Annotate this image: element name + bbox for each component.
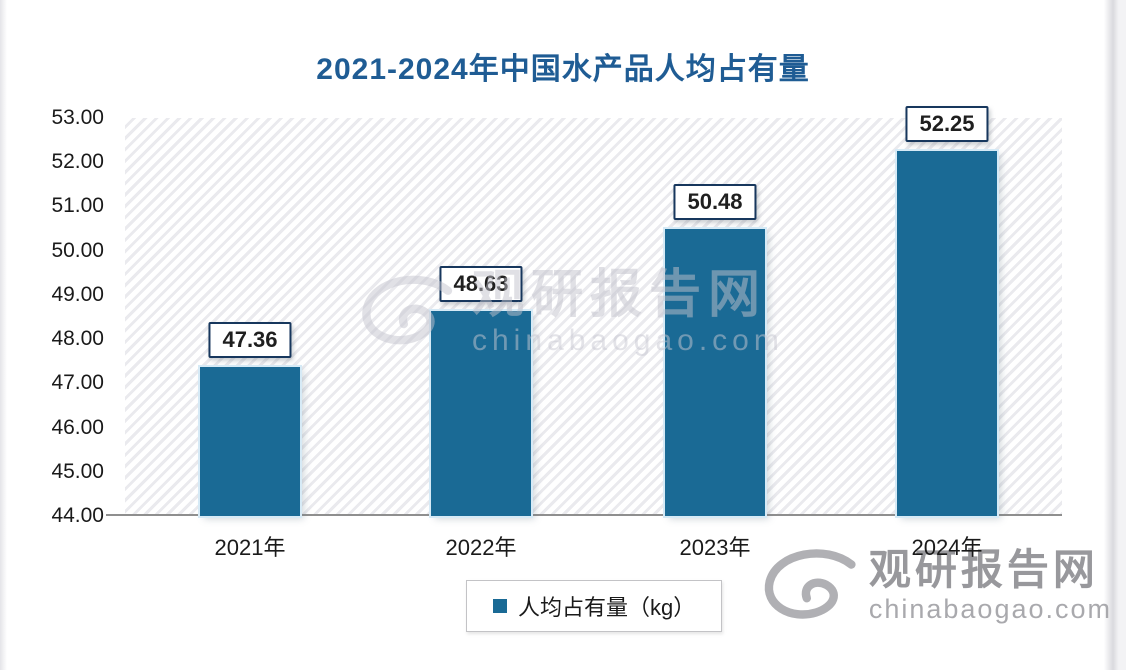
bar-2023: 50.48 <box>665 184 765 516</box>
y-axis-tick: 47.00 <box>51 371 104 395</box>
bar-value-label: 50.48 <box>673 184 757 221</box>
x-axis-label: 2024年 <box>911 535 983 560</box>
y-axis-tick: 49.00 <box>51 282 104 306</box>
x-axis-line <box>106 514 1062 516</box>
legend-label: 人均占有量（kg） <box>518 595 696 620</box>
x-axis-label: 2022年 <box>445 535 517 560</box>
x-axis-label: 2023年 <box>679 535 751 560</box>
watermark-logo-icon <box>764 549 856 619</box>
page-edge-right <box>1092 0 1126 670</box>
bar-value-label: 52.25 <box>905 106 989 143</box>
y-axis-tick: 48.00 <box>51 327 104 351</box>
legend-marker-square <box>493 599 507 613</box>
bar-value-label: 47.36 <box>208 322 292 359</box>
watermark-text: 观研报告网 chinabaogao.com <box>868 546 1112 625</box>
bar-2021: 47.36 <box>200 322 300 516</box>
x-axis-label: 2021年 <box>214 535 286 560</box>
bar-2024: 52.25 <box>897 106 997 516</box>
plot-area: 47.36 48.63 50.48 52.25 <box>125 106 1062 516</box>
y-axis-tick: 44.00 <box>51 503 104 527</box>
y-axis-tick: 52.00 <box>51 150 104 174</box>
page-edge-left <box>0 0 7 670</box>
y-axis-tick: 51.00 <box>51 194 104 218</box>
watermark-domain: chinabaogao.com <box>868 594 1112 625</box>
bar-rect <box>897 151 997 516</box>
y-axis-tick: 50.00 <box>51 238 104 262</box>
bar-rect <box>200 367 300 516</box>
y-axis-tick: 45.00 <box>51 459 104 483</box>
y-axis-tick: 46.00 <box>51 415 104 439</box>
watermark-brand: 观研报告网 <box>868 546 1099 594</box>
bar-value-label: 48.63 <box>439 266 523 303</box>
bar-rect <box>431 311 531 516</box>
y-axis-tick: 53.00 <box>51 106 104 129</box>
chart-title: 2021-2024年中国水产品人均占有量 <box>316 53 810 86</box>
y-axis: 53.00 52.00 51.00 50.00 49.00 48.00 47.0… <box>26 107 104 527</box>
bar-rect <box>665 229 765 516</box>
bar-2022: 48.63 <box>431 266 531 516</box>
legend: 人均占有量（kg） <box>466 580 723 632</box>
